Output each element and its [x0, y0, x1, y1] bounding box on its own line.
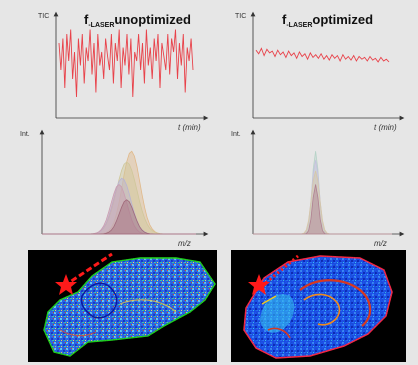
y-axis-label: Int.: [20, 131, 30, 138]
laser-beam-left: [63, 252, 113, 288]
x-axis-label: t (min): [178, 123, 201, 132]
tic-series-line: [255, 47, 390, 63]
right-title: f-LASERoptimized: [282, 12, 373, 29]
y-axis-label: TIC: [38, 13, 49, 20]
spectrum-peak-3: [253, 170, 392, 235]
ms-image-unoptimized: [28, 250, 217, 362]
laser-spot-right: [248, 274, 270, 295]
laser-spot-left: [55, 274, 77, 295]
y-axis-label: TIC: [235, 13, 246, 20]
tic-series-line: [58, 29, 194, 98]
spectrum-peak-5: [42, 199, 196, 235]
tic-chart-unoptimized: TIC t (min): [38, 11, 209, 132]
spectrum-chart-unoptimized: Int. m/z: [20, 129, 209, 248]
spectrum-chart-optimized: Int. m/z: [231, 129, 405, 248]
y-axis-label: Int.: [231, 131, 241, 138]
x-axis-label: t (min): [374, 123, 397, 132]
x-axis-label: m/z: [374, 239, 387, 248]
spectrum-peak-4: [253, 184, 392, 235]
tic-chart-optimized: TIC t (min): [235, 11, 405, 132]
x-axis-label: m/z: [178, 239, 191, 248]
left-title: f-LASERunoptimized: [84, 12, 191, 29]
ms-image-optimized: [231, 250, 406, 362]
